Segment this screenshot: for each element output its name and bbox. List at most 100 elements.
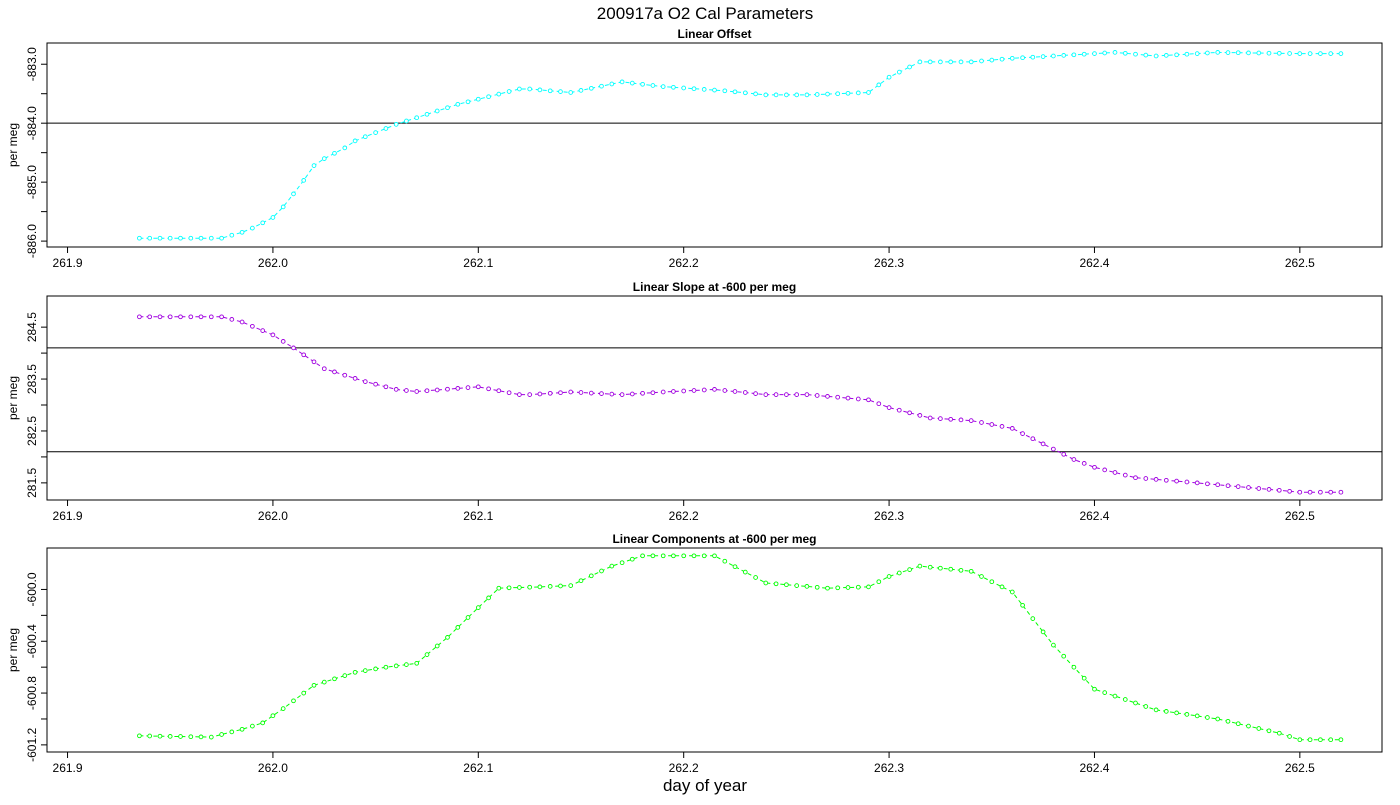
data-point xyxy=(383,126,389,131)
y-tick-label: -884.0 xyxy=(25,106,39,140)
data-point xyxy=(147,733,153,739)
data-point xyxy=(1153,707,1159,713)
data-point xyxy=(568,389,574,395)
data-point xyxy=(1215,482,1221,488)
data-point xyxy=(198,235,204,241)
data-point xyxy=(475,384,481,390)
data-point xyxy=(640,390,645,396)
data-point xyxy=(229,232,235,238)
y-tick-label: -886.0 xyxy=(25,224,39,258)
data-point xyxy=(208,314,214,320)
data-point xyxy=(1194,713,1200,719)
data-point xyxy=(393,122,399,127)
data-point xyxy=(784,582,789,588)
data-point xyxy=(137,733,142,739)
data-point xyxy=(1287,51,1292,56)
panel-title: Linear Components at -600 per meg xyxy=(612,532,816,546)
data-point xyxy=(1184,51,1190,57)
data-point xyxy=(219,732,224,737)
data-point xyxy=(1328,51,1334,56)
data-point xyxy=(578,578,584,584)
x-tick-label: 262.2 xyxy=(669,761,699,775)
data-point xyxy=(362,668,368,673)
data-point xyxy=(691,86,697,92)
data-point xyxy=(383,384,389,390)
data-point xyxy=(342,145,348,151)
x-tick-label: 262.1 xyxy=(463,509,493,523)
data-point xyxy=(1174,710,1179,716)
data-point xyxy=(927,415,933,421)
data-point xyxy=(1307,737,1313,743)
data-point xyxy=(250,323,255,329)
data-point xyxy=(157,314,163,320)
data-point xyxy=(219,235,224,241)
x-tick-label: 261.9 xyxy=(53,761,83,775)
x-tick-label: 262.0 xyxy=(258,256,288,270)
data-point xyxy=(1318,737,1323,743)
data-point xyxy=(1297,737,1303,743)
data-point xyxy=(804,92,810,98)
panel-3: Linear Components at -600 per meg 261.9 26… xyxy=(6,532,1383,775)
x-tick-label: 262.1 xyxy=(463,761,493,775)
data-point xyxy=(1194,51,1200,56)
data-point xyxy=(825,91,830,97)
data-point xyxy=(178,734,183,739)
data-point xyxy=(291,698,296,704)
data-point xyxy=(455,625,461,630)
data-point xyxy=(773,581,779,587)
y-tick-label: -600.8 xyxy=(25,676,39,710)
data-point xyxy=(506,585,512,591)
data-point xyxy=(342,673,348,678)
x-tick-label: 262.5 xyxy=(1285,509,1315,523)
data-point xyxy=(845,90,851,96)
x-tick-label: 262.2 xyxy=(669,256,699,270)
data-point xyxy=(1102,467,1108,473)
data-point xyxy=(506,89,512,94)
data-point xyxy=(855,90,861,96)
y-tick-label: -600.0 xyxy=(25,572,39,606)
data-point xyxy=(876,579,882,585)
data-point xyxy=(167,314,173,320)
data-point xyxy=(578,88,584,93)
data-point xyxy=(178,314,183,320)
data-point xyxy=(1338,489,1344,495)
data-point xyxy=(455,386,461,391)
data-point xyxy=(270,332,276,338)
data-point xyxy=(568,583,574,588)
data-point xyxy=(691,553,697,559)
data-point xyxy=(1163,53,1169,58)
data-point xyxy=(1276,50,1282,56)
data-point xyxy=(455,101,461,107)
data-point xyxy=(958,417,964,423)
data-point xyxy=(578,390,584,395)
data-point xyxy=(804,392,810,397)
data-point xyxy=(650,553,656,559)
data-point xyxy=(558,390,563,396)
x-tick-label: 261.9 xyxy=(53,256,83,270)
data-point xyxy=(855,584,861,590)
data-point xyxy=(1102,50,1108,56)
y-axis-label: per meg xyxy=(6,376,20,420)
panels: Linear Offset 261.9 262.0 262.1 262.2 262.3 26… xyxy=(6,27,1383,775)
x-tick-label: 261.9 xyxy=(53,509,83,523)
data-point xyxy=(321,366,327,372)
data-point xyxy=(1153,477,1159,482)
data-point xyxy=(599,568,604,574)
data-point xyxy=(547,88,553,94)
data-point xyxy=(979,58,984,64)
data-point xyxy=(352,669,358,675)
data-point xyxy=(825,394,830,399)
data-point xyxy=(188,734,194,740)
data-point xyxy=(989,57,995,63)
data-point xyxy=(640,81,645,87)
data-point xyxy=(1009,55,1015,61)
data-point xyxy=(629,556,635,562)
data-point xyxy=(1092,51,1097,56)
data-point xyxy=(1061,53,1067,58)
data-point xyxy=(137,314,142,320)
data-point xyxy=(280,706,286,711)
panel-title: Linear Offset xyxy=(677,27,751,41)
data-point xyxy=(486,94,491,100)
data-point xyxy=(1205,715,1210,720)
